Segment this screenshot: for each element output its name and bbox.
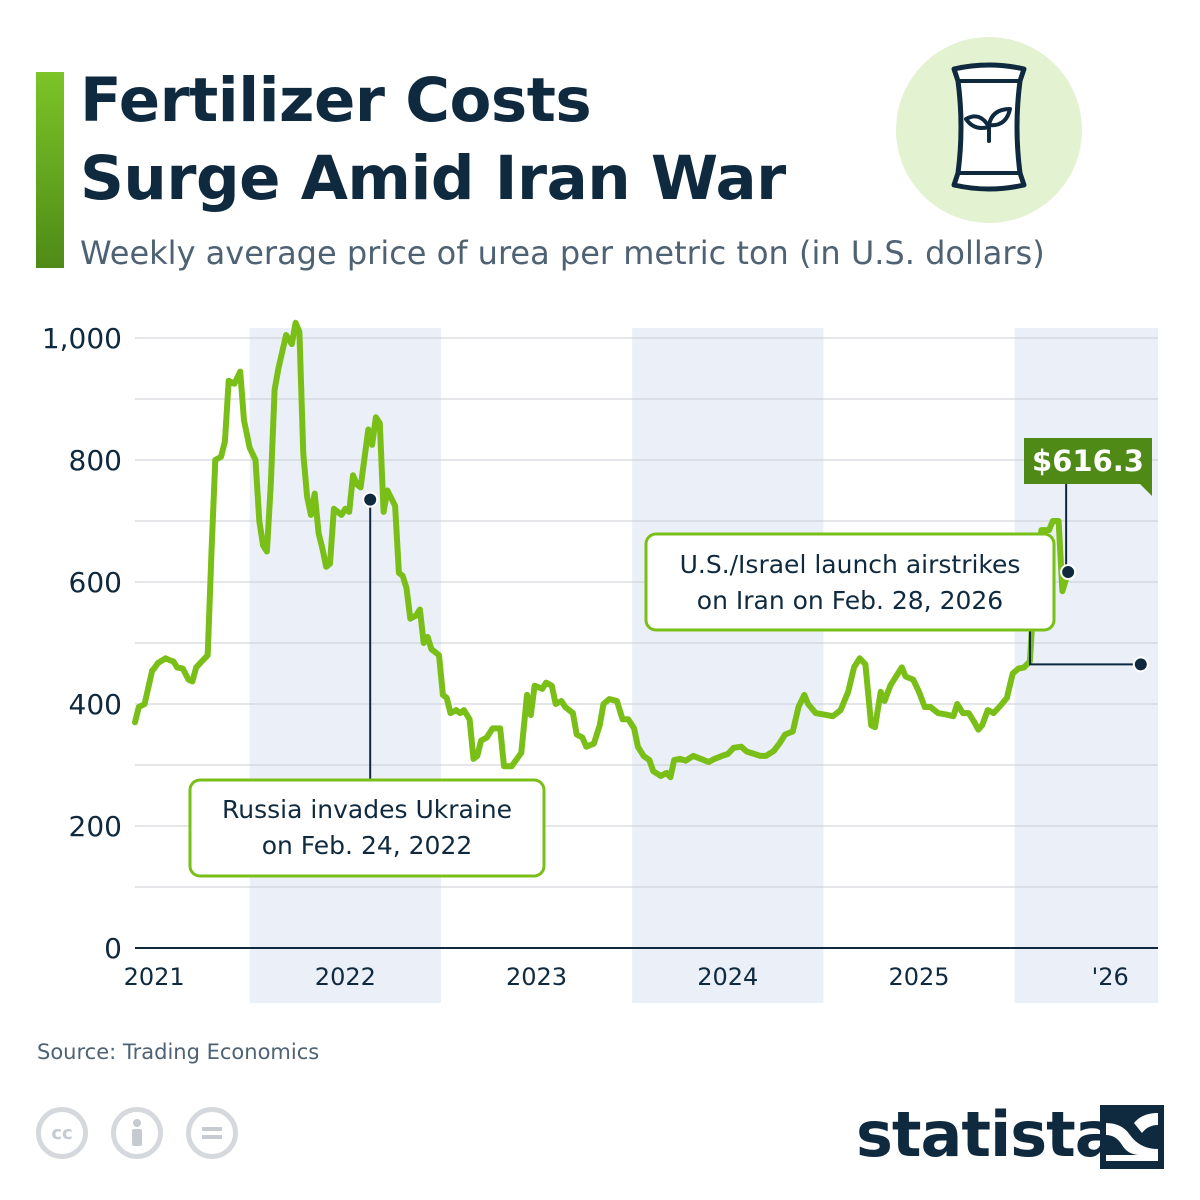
annotation-text: U.S./Israel launch airstrikes bbox=[680, 550, 1021, 579]
end-value-label: $616.3 bbox=[1032, 444, 1144, 478]
annotation-leader bbox=[1029, 630, 1141, 666]
annotation-text: Russia invades Ukraine bbox=[222, 795, 512, 824]
x-tick-label: 2024 bbox=[697, 963, 758, 991]
annotation-box bbox=[644, 532, 1056, 632]
y-tick-label: 0 bbox=[104, 932, 122, 965]
chart-subtitle: Weekly average price of urea per metric … bbox=[80, 234, 1045, 272]
y-tick-label: 600 bbox=[69, 566, 122, 599]
y-tick-label: 200 bbox=[69, 810, 122, 843]
attribution-icon bbox=[111, 1107, 163, 1159]
annotation-marker bbox=[362, 491, 379, 508]
no-derivatives-icon bbox=[186, 1107, 238, 1159]
end-label-pointer bbox=[1140, 484, 1152, 496]
cc-icon: cc bbox=[36, 1107, 88, 1159]
fertilizer-bag-icon bbox=[896, 37, 1082, 223]
title-accent-bar bbox=[36, 72, 64, 268]
statista-logo-text: statista bbox=[856, 1098, 1117, 1171]
annotation-text: on Iran on Feb. 28, 2026 bbox=[697, 586, 1003, 615]
end-label-box bbox=[1024, 438, 1152, 484]
urea-price-chart: 0 200 400 600 800 1,000 2021 2022 2023 2024 2025 '2… bbox=[42, 319, 1158, 1003]
year-band bbox=[632, 328, 824, 1003]
end-value-marker bbox=[1060, 564, 1077, 581]
title-line-1: Fertilizer Costs bbox=[80, 65, 592, 136]
series-line bbox=[132, 319, 1072, 781]
annotation-marker bbox=[1132, 656, 1149, 673]
title-line-2: Surge Amid Iran War bbox=[80, 143, 786, 214]
year-band bbox=[249, 328, 441, 1003]
statista-logo-mark bbox=[1100, 1105, 1164, 1169]
x-tick-label: 2025 bbox=[888, 963, 949, 991]
chart-title: Fertilizer Costs Surge Amid Iran War bbox=[80, 62, 880, 218]
x-tick-label: 2021 bbox=[124, 963, 185, 991]
y-tick-label: 400 bbox=[69, 688, 122, 721]
annotation-text: on Feb. 24, 2022 bbox=[262, 831, 473, 860]
y-tick-label: 1,000 bbox=[42, 322, 122, 355]
x-tick-label: 2023 bbox=[506, 963, 567, 991]
x-tick-label: '26 bbox=[1092, 963, 1129, 991]
y-tick-label: 800 bbox=[69, 444, 122, 477]
x-tick-label: 2022 bbox=[315, 963, 376, 991]
source-note: Source: Trading Economics bbox=[37, 1040, 320, 1064]
annotation-box bbox=[188, 778, 546, 878]
